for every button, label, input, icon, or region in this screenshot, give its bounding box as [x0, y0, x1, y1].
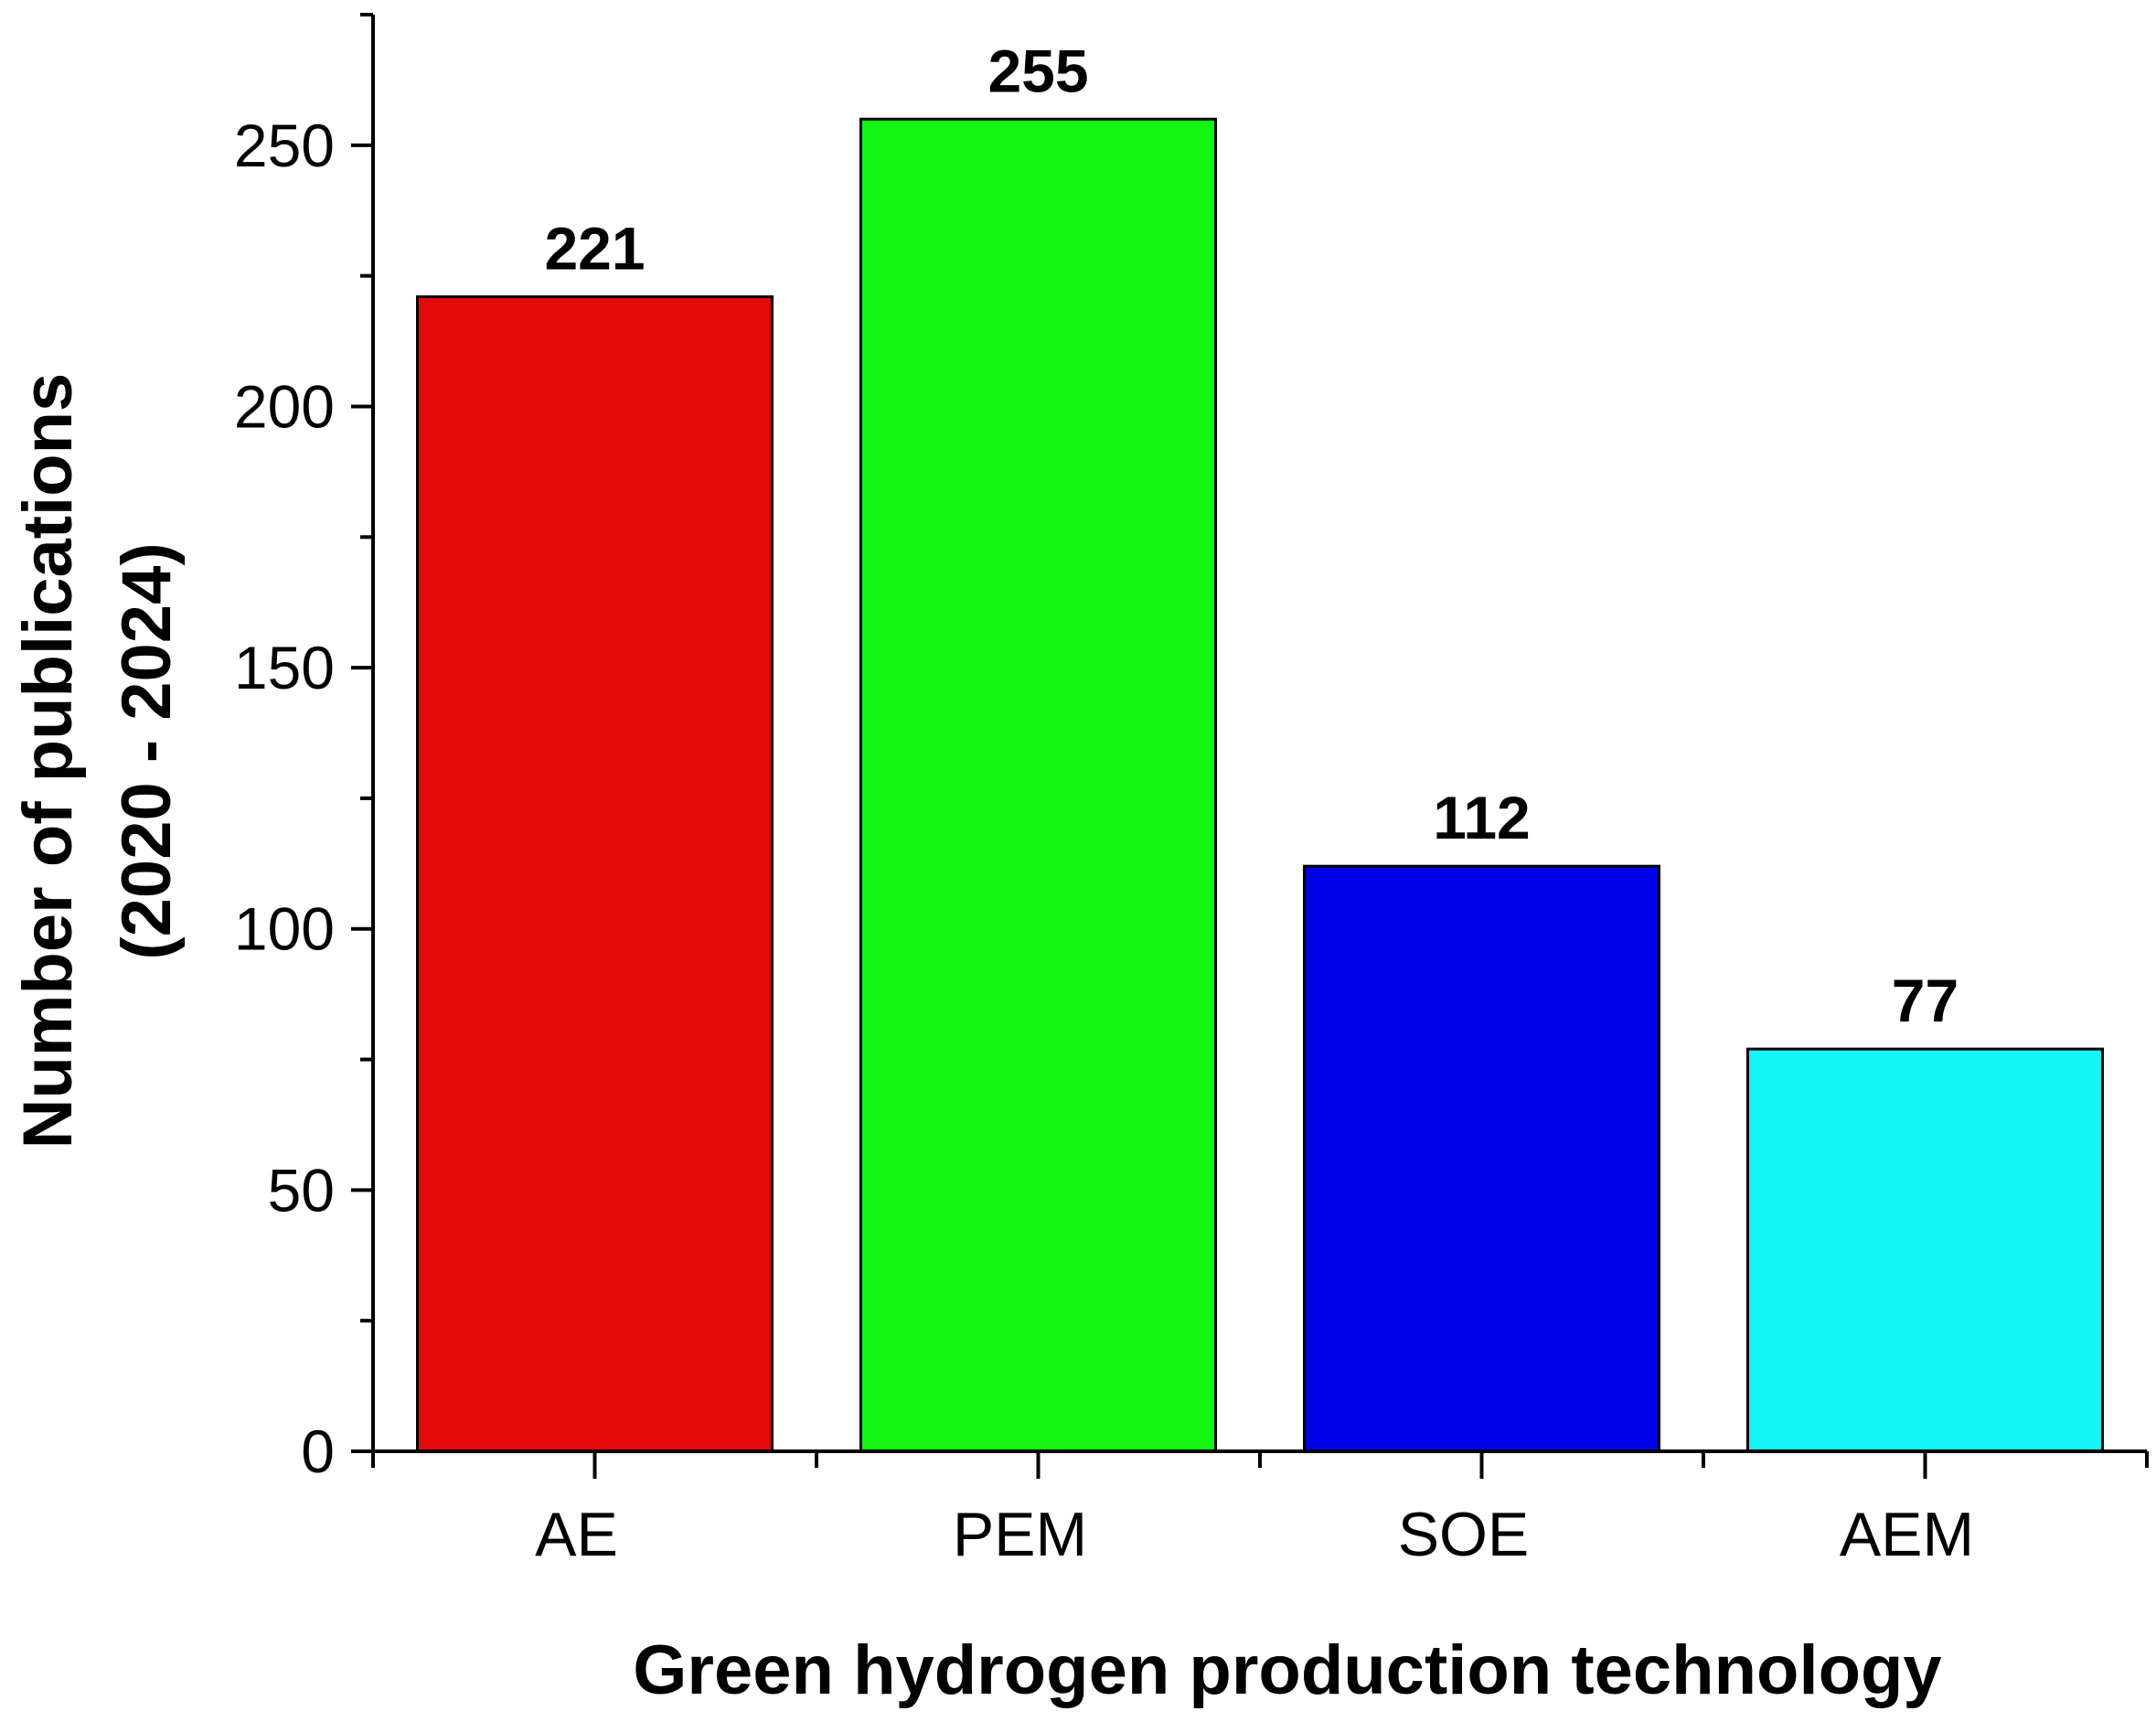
y-tick-label: 0	[301, 1417, 335, 1485]
bar-soe	[1303, 864, 1660, 1453]
x-tick-label-aem: AEM	[1840, 1500, 1974, 1569]
y-tick-label: 200	[234, 372, 335, 440]
data-labels: 221 255 112 77	[544, 37, 1959, 1034]
y-ticks: 0 50 100 150 200 250	[234, 13, 373, 1485]
y-axis-title: Number of publications (2020 - 2024)	[9, 354, 186, 1150]
y-axis-title-line-1: Number of publications	[9, 373, 87, 1150]
y-tick-label: 150	[234, 634, 335, 701]
x-tick-label-soe: SOE	[1398, 1500, 1530, 1569]
y-tick-label: 50	[268, 1156, 335, 1224]
bars-layer	[416, 117, 2104, 1453]
bar-ae	[416, 294, 774, 1453]
axes-layer	[351, 15, 2147, 1453]
x-tick-label-pem: PEM	[953, 1500, 1087, 1569]
data-label-ae: 221	[544, 214, 645, 282]
x-tick-label-ae: AE	[535, 1500, 618, 1569]
y-tick-label: 100	[234, 895, 335, 963]
x-axis-title: Green hydrogen production technology	[633, 1631, 1941, 1709]
data-label-soe: 112	[1433, 784, 1530, 851]
y-tick-label: 250	[234, 112, 335, 179]
x-ticks: AE PEM SOE AEM	[371, 1451, 2149, 1569]
y-axis-title-line-2: (2020 - 2024)	[108, 542, 186, 959]
data-label-aem: 77	[1892, 967, 1959, 1034]
bar-pem	[859, 117, 1217, 1453]
data-label-pem: 255	[987, 37, 1088, 104]
bar-aem	[1746, 1047, 2104, 1453]
